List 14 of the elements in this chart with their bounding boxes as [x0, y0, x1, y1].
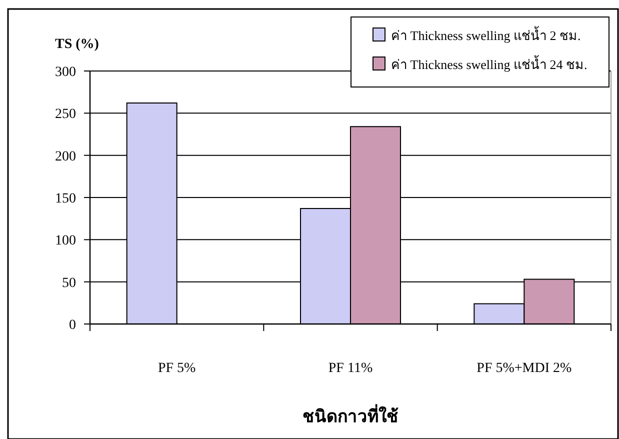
y-tick-label: 150: [55, 192, 76, 206]
x-tick-label: PF 5%: [158, 361, 196, 376]
legend-label: ค่า Thickness swelling แช่น้ำ 2 ชม.: [391, 26, 581, 43]
y-tick-label: 50: [62, 276, 76, 291]
y-tick-label: 300: [55, 65, 76, 80]
y-tick-label: 250: [55, 107, 76, 122]
y-tick-label: 200: [55, 149, 76, 164]
y-tick-label: 100: [55, 234, 76, 249]
x-axis-title: ชนิดกาวที่ใช้: [302, 404, 398, 426]
x-tick-label: PF 11%: [328, 361, 373, 376]
x-tick-label: PF 5%+MDI 2%: [476, 361, 572, 376]
y-axis-title: TS (%): [55, 37, 100, 52]
y-tick-label: 0: [69, 318, 76, 333]
legend-label: ค่า Thickness swelling แช่น้ำ 24 ชม.: [391, 55, 588, 72]
